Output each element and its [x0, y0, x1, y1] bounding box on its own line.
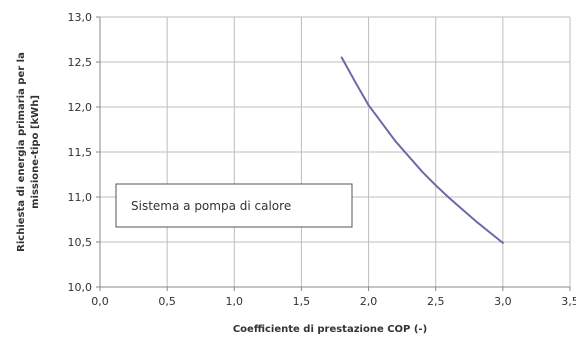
y-axis-title-line-2: missione-tipo [kWh]: [30, 95, 41, 209]
y-tick-label: 10,5: [68, 236, 93, 249]
data-point: [488, 231, 491, 233]
axes: 10,0 10,5 11,0 11,5 12,0 12,5 13,0 0,0 0,5 1,0 1,5…: [68, 11, 576, 308]
x-tick-label: 0,5: [158, 295, 176, 308]
y-tick-label: 11,5: [68, 146, 93, 159]
y-axis-title: Richiesta di energia primaria per la mis…: [16, 52, 41, 252]
data-point: [381, 122, 383, 124]
y-tick-label: 10,0: [68, 281, 93, 294]
data-point: [502, 242, 504, 244]
y-tick-label: 12,5: [68, 56, 93, 69]
series-layer: [340, 56, 504, 244]
x-axis-title: Coefficiente di prestazione COP (-): [233, 324, 427, 335]
data-point: [475, 220, 477, 223]
x-tick-label: 3,5: [561, 295, 576, 308]
y-tick-label: 12,0: [68, 101, 93, 114]
y-tick-label: 11,0: [68, 191, 93, 204]
annotation-text: Sistema a pompa di calore: [131, 199, 291, 213]
x-tick-label: 2,5: [427, 295, 445, 308]
annotation-box-frame: [115, 183, 353, 228]
annotation-box: Sistema a pompa di calore: [115, 183, 353, 228]
data-point: [394, 140, 397, 142]
y-axis-title-line-1: Richiesta di energia primaria per la: [16, 52, 27, 252]
data-point: [421, 171, 424, 173]
x-tick-label: 1,5: [293, 295, 311, 308]
data-point: [434, 184, 437, 187]
data-point: [461, 208, 464, 211]
data-point: [354, 81, 356, 83]
x-tick-label: 3,0: [494, 295, 512, 308]
data-point: [367, 104, 370, 106]
x-tick-label: 2,0: [360, 295, 378, 308]
x-tick-label: 0,0: [91, 295, 109, 308]
data-point: [448, 197, 450, 199]
data-point: [408, 155, 410, 158]
y-tick-label: 13,0: [68, 11, 93, 24]
x-tick-label: 1,0: [226, 295, 244, 308]
data-point: [340, 56, 343, 59]
